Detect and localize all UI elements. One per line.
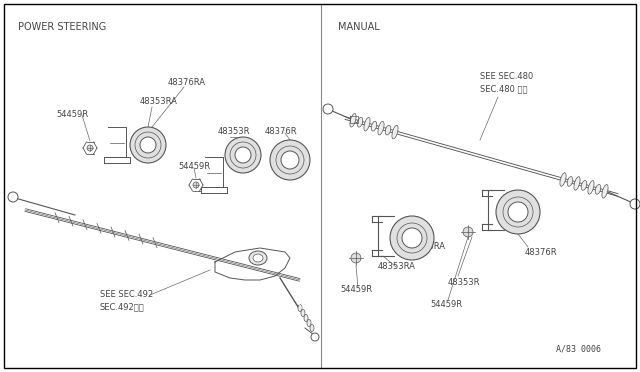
Circle shape	[140, 137, 156, 153]
Circle shape	[311, 333, 319, 341]
Circle shape	[508, 202, 528, 222]
Ellipse shape	[253, 254, 263, 262]
Ellipse shape	[602, 185, 608, 198]
Circle shape	[351, 253, 361, 263]
Circle shape	[402, 228, 422, 248]
Circle shape	[235, 147, 251, 163]
Circle shape	[630, 199, 640, 209]
Ellipse shape	[310, 324, 314, 331]
Ellipse shape	[371, 121, 377, 131]
Circle shape	[270, 140, 310, 180]
Ellipse shape	[304, 314, 308, 321]
Circle shape	[281, 151, 299, 169]
Ellipse shape	[574, 177, 580, 190]
Circle shape	[323, 104, 333, 114]
Text: 54459R: 54459R	[430, 300, 462, 309]
Ellipse shape	[364, 118, 370, 131]
Text: A/83 0006: A/83 0006	[556, 345, 601, 354]
Text: POWER STEERING: POWER STEERING	[18, 22, 106, 32]
Ellipse shape	[560, 173, 566, 186]
Circle shape	[390, 216, 434, 260]
Ellipse shape	[385, 125, 391, 135]
Ellipse shape	[298, 305, 302, 311]
Circle shape	[463, 227, 473, 237]
Text: 54459R: 54459R	[340, 285, 372, 294]
Text: SEE SEC.492: SEE SEC.492	[100, 290, 153, 299]
Text: 54459R: 54459R	[56, 110, 88, 119]
Text: 48353RA: 48353RA	[140, 97, 178, 106]
Text: 48376RA: 48376RA	[168, 78, 206, 87]
Ellipse shape	[595, 185, 601, 194]
Ellipse shape	[581, 180, 587, 190]
Ellipse shape	[301, 310, 305, 317]
Ellipse shape	[307, 320, 311, 327]
Ellipse shape	[567, 177, 573, 186]
Ellipse shape	[392, 125, 398, 139]
Text: MANUAL: MANUAL	[338, 22, 380, 32]
Ellipse shape	[378, 121, 384, 135]
Ellipse shape	[357, 118, 363, 127]
Text: 48376RA: 48376RA	[408, 242, 446, 251]
Circle shape	[496, 190, 540, 234]
Ellipse shape	[249, 251, 267, 265]
Text: SEE SEC.480: SEE SEC.480	[480, 72, 533, 81]
Text: SEC.492参照: SEC.492参照	[100, 302, 145, 311]
Text: SEC.480 参照: SEC.480 参照	[480, 84, 527, 93]
Circle shape	[225, 137, 261, 173]
Text: 48376R: 48376R	[265, 127, 298, 136]
Ellipse shape	[588, 181, 594, 194]
Circle shape	[193, 182, 199, 188]
Text: 48376R: 48376R	[525, 248, 557, 257]
Circle shape	[130, 127, 166, 163]
Text: 54459R: 54459R	[178, 162, 210, 171]
Circle shape	[8, 192, 18, 202]
Circle shape	[87, 145, 93, 151]
Text: 48353R: 48353R	[448, 278, 481, 287]
Text: 48353RA: 48353RA	[378, 262, 416, 271]
Ellipse shape	[350, 113, 356, 127]
Text: 48353R: 48353R	[218, 127, 250, 136]
